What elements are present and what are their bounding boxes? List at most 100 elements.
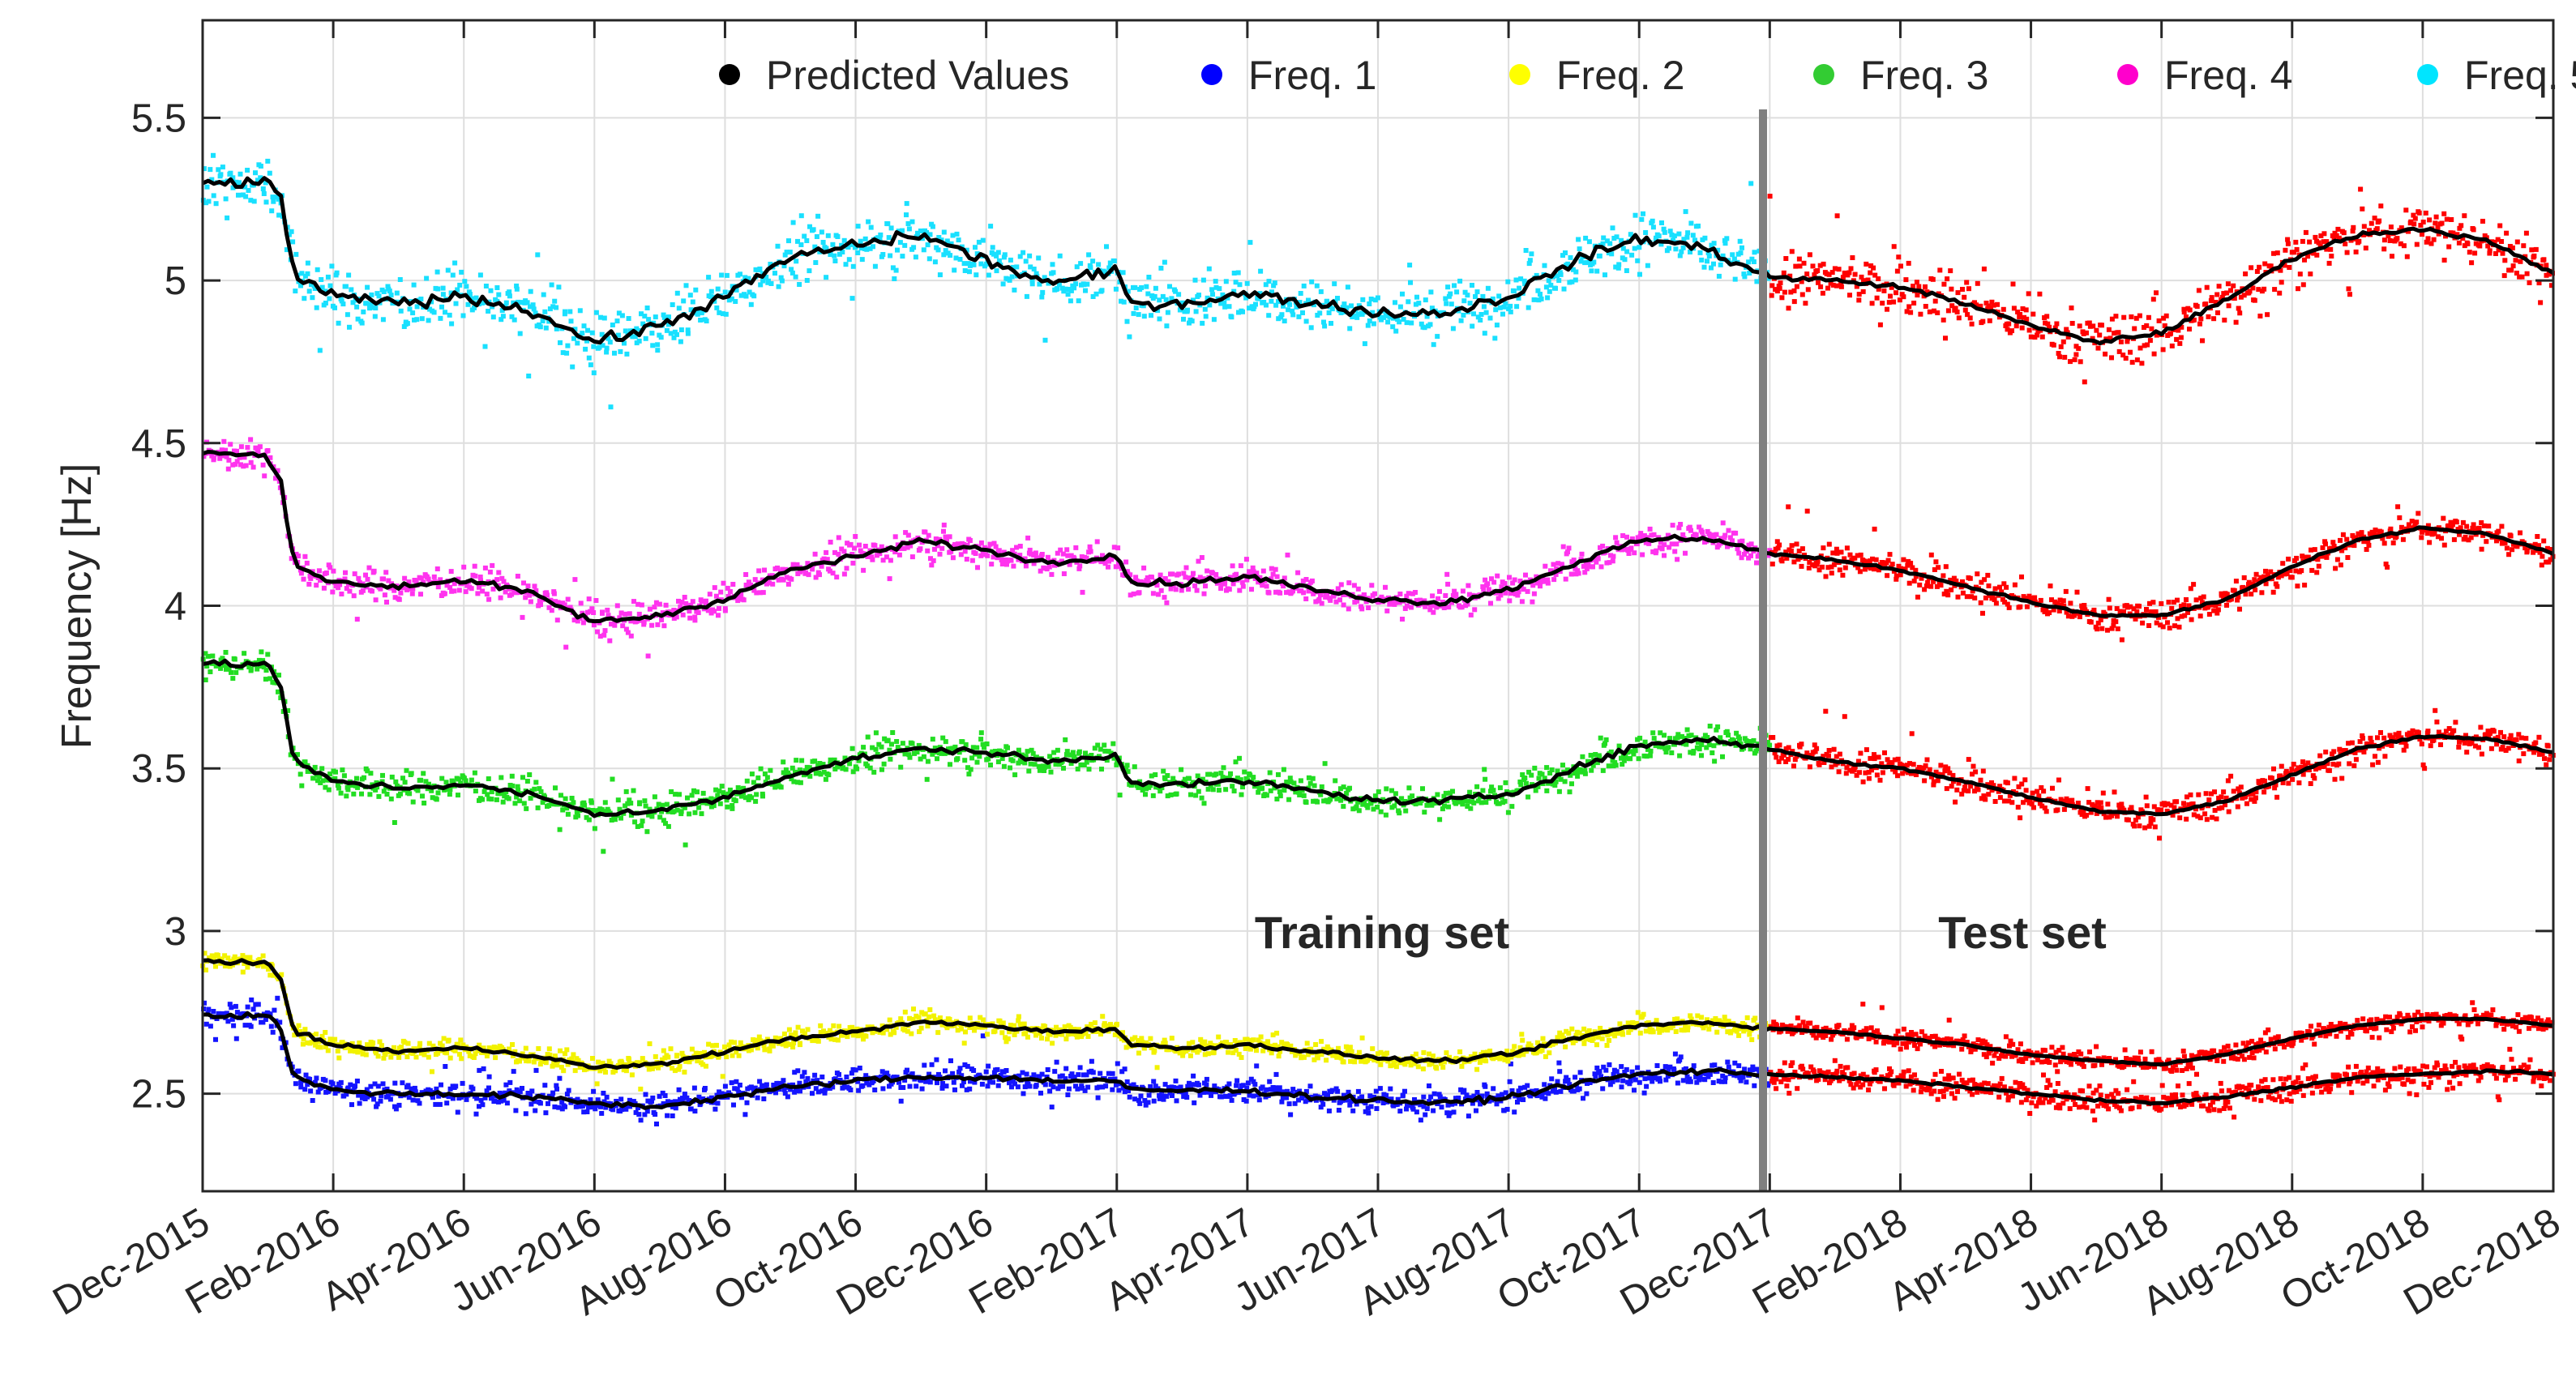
data-point: [232, 954, 237, 959]
data-point: [618, 815, 623, 821]
data-point: [2440, 1018, 2445, 1023]
data-point: [2321, 1026, 2326, 1032]
data-point: [995, 1066, 1000, 1072]
data-point: [1601, 1064, 1607, 1070]
data-point: [821, 769, 827, 775]
data-point: [2360, 1016, 2366, 1022]
data-point: [1119, 1036, 1124, 1041]
data-point: [2017, 1084, 2022, 1090]
data-point: [471, 1055, 477, 1060]
data-point: [2208, 1102, 2213, 1108]
data-point: [1979, 1082, 1984, 1088]
data-point: [2003, 1053, 2009, 1059]
data-point: [1170, 776, 1176, 781]
data-point: [2319, 1089, 2325, 1095]
data-point: [1877, 1079, 1883, 1084]
data-point: [1408, 1062, 1414, 1068]
data-point: [1427, 1099, 1432, 1105]
data-point: [1143, 1102, 1149, 1108]
data-point: [2388, 1076, 2394, 1082]
data-point: [1641, 753, 1647, 759]
data-point: [700, 790, 706, 796]
data-point: [1952, 1096, 1958, 1101]
data-point: [379, 1043, 384, 1049]
data-point: [2424, 1064, 2429, 1070]
data-point: [1992, 1053, 1997, 1058]
data-point: [595, 1097, 601, 1103]
data-point: [1057, 1027, 1062, 1032]
data-point: [1677, 753, 1683, 759]
data-point: [2249, 1050, 2255, 1055]
data-point: [2129, 1105, 2135, 1111]
data-point: [263, 677, 268, 682]
data-point: [2085, 786, 2090, 792]
data-point: [880, 1030, 886, 1036]
data-point: [2053, 1105, 2059, 1110]
data-point: [665, 1113, 670, 1118]
data-point: [460, 1080, 465, 1086]
data-point: [1462, 798, 1468, 804]
data-point: [280, 1045, 285, 1050]
data-point: [2188, 792, 2193, 797]
data-point: [392, 1045, 396, 1050]
data-point: [402, 780, 408, 785]
data-point: [2447, 1079, 2453, 1085]
data-point: [2240, 1084, 2245, 1090]
data-point: [478, 1097, 484, 1103]
data-point: [2072, 1092, 2077, 1097]
data-point: [802, 768, 808, 774]
data-point: [2406, 1015, 2411, 1021]
data-point: [1402, 1062, 1408, 1067]
data-point: [520, 1051, 525, 1057]
data-point: [1525, 1044, 1531, 1049]
data-point: [1196, 1047, 1202, 1053]
data-point: [797, 1080, 802, 1086]
data-point: [317, 774, 323, 780]
data-point: [753, 798, 759, 804]
data-point: [1277, 1085, 1282, 1091]
data-point: [1136, 1097, 1141, 1103]
data-point: [623, 1106, 629, 1112]
data-point: [1858, 750, 1864, 756]
data-point: [1258, 1034, 1264, 1040]
data-point: [1615, 1029, 1620, 1035]
data-point: [1389, 1096, 1394, 1102]
data-point: [850, 769, 856, 775]
data-point: [349, 1041, 355, 1046]
data-point: [1678, 1054, 1684, 1060]
data-point: [1991, 783, 1996, 788]
data-point: [2283, 1076, 2289, 1082]
data-point: [1990, 1060, 1996, 1066]
data-point: [565, 811, 571, 817]
data-point: [1251, 1079, 1256, 1084]
data-point: [2499, 1020, 2505, 1026]
data-point: [2312, 776, 2317, 781]
data-point: [1288, 1043, 1294, 1049]
data-point: [417, 1100, 422, 1106]
data-point: [1480, 788, 1486, 793]
data-point: [1973, 769, 1979, 775]
data-point: [1787, 1091, 1792, 1096]
data-point: [2501, 1016, 2506, 1022]
data-point: [1059, 1032, 1065, 1037]
data-point: [1856, 1079, 1861, 1084]
data-point: [1474, 1090, 1480, 1095]
data-point: [731, 1102, 736, 1108]
data-point: [627, 1104, 633, 1109]
data-point: [2300, 1092, 2306, 1098]
data-point: [576, 1058, 581, 1063]
data-point: [250, 1006, 256, 1012]
data-point: [1738, 1078, 1744, 1083]
data-point: [1558, 1088, 1564, 1094]
data-point: [1162, 1093, 1166, 1099]
data-point: [1542, 776, 1547, 781]
data-point: [2346, 1064, 2351, 1070]
data-point: [2049, 1045, 2055, 1050]
data-point: [1504, 1106, 1510, 1112]
data-point: [677, 792, 682, 797]
data-point: [1790, 1060, 1795, 1066]
data-point: [1972, 1046, 1978, 1052]
data-point: [1714, 1029, 1720, 1035]
data-point: [2262, 1077, 2268, 1083]
data-point: [1851, 1025, 1857, 1031]
